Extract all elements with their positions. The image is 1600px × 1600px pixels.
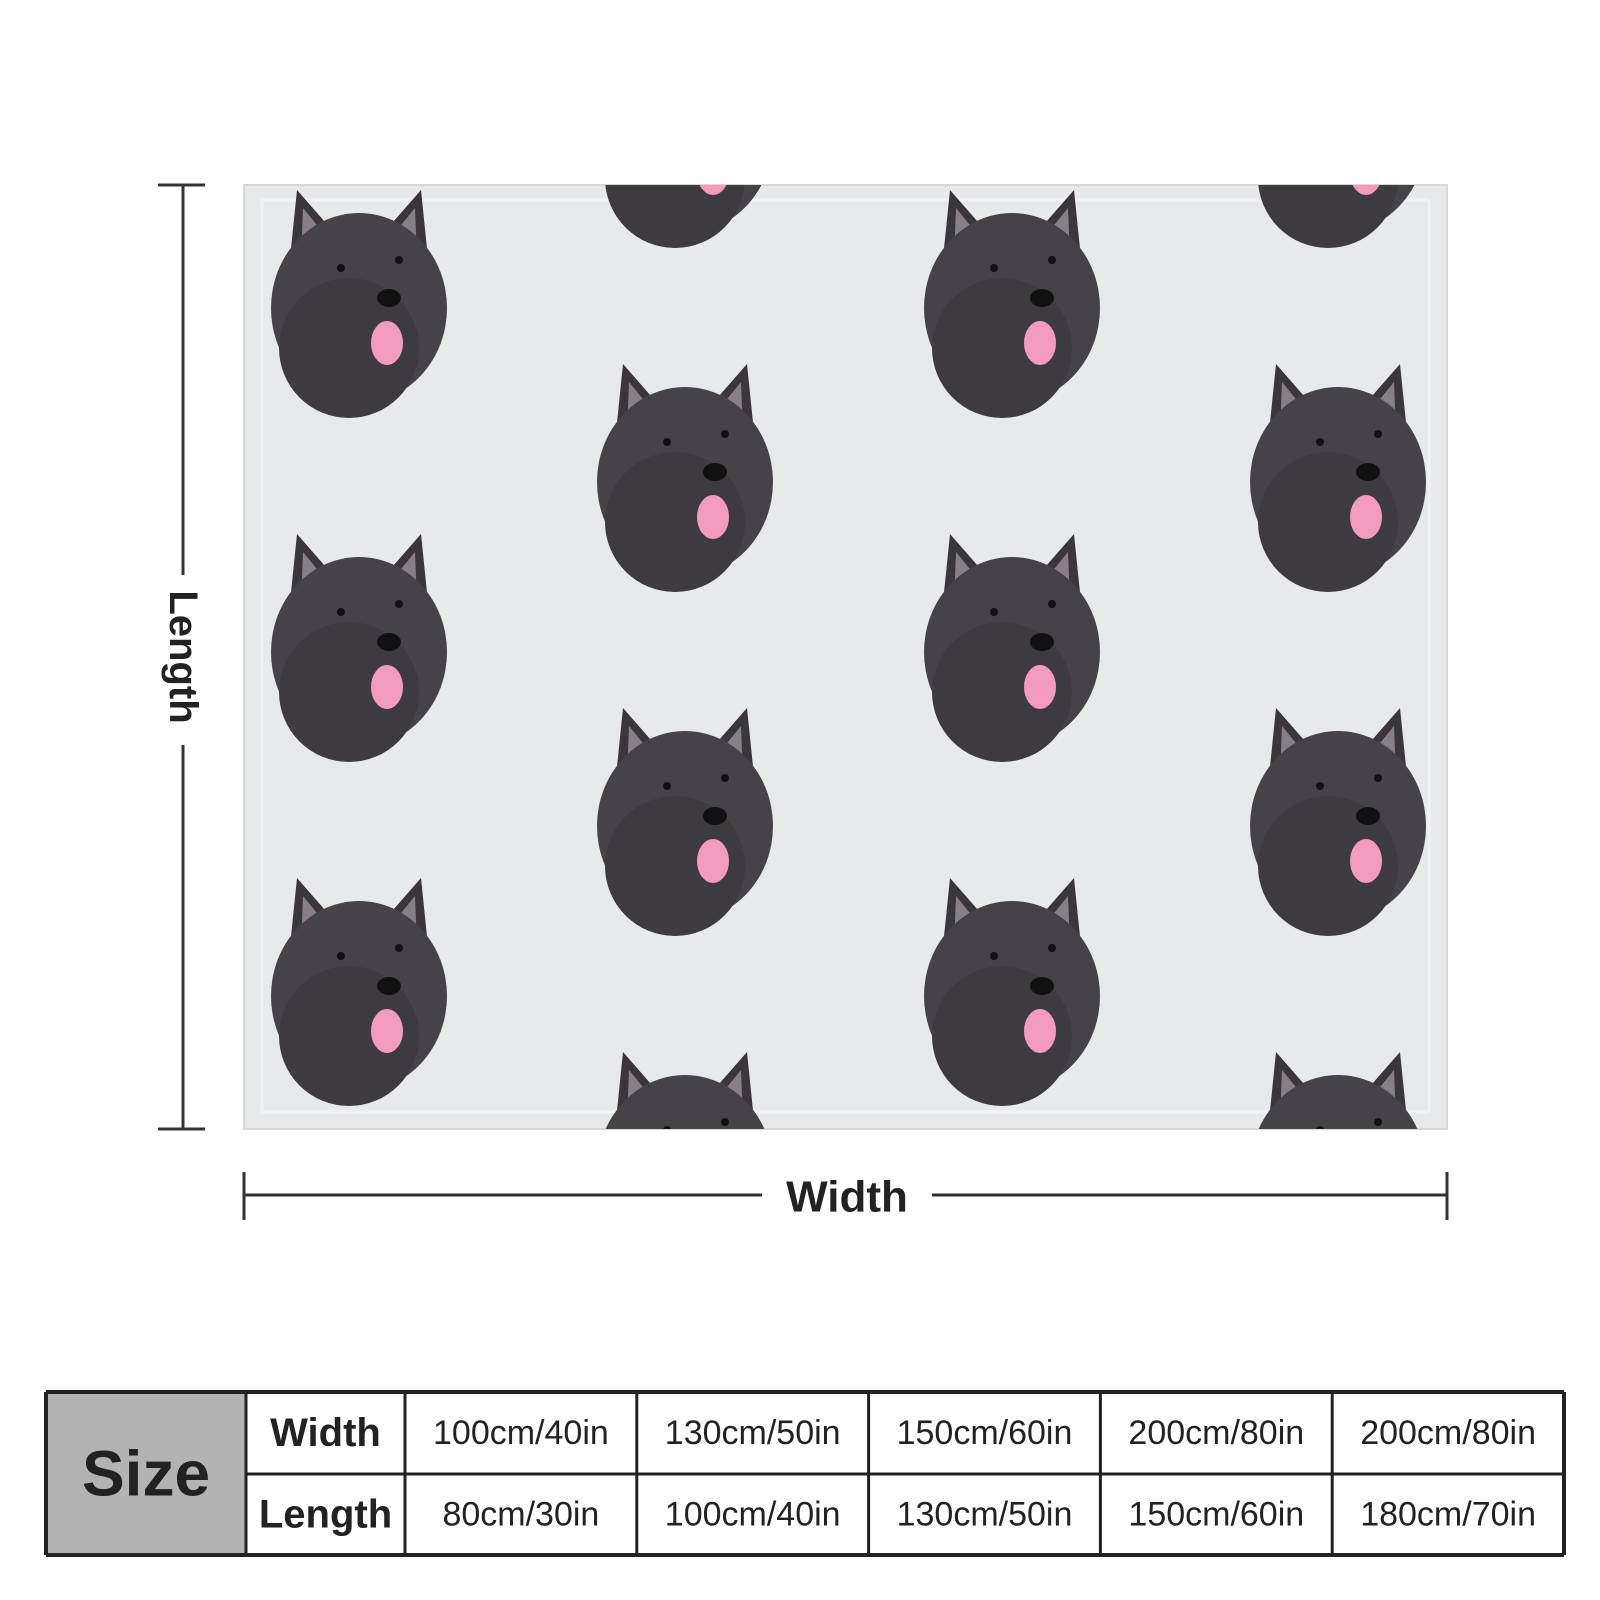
row-label: Length [259, 1493, 392, 1537]
width-label: Width [786, 1173, 908, 1222]
dog-pattern [244, 185, 1447, 1129]
size-value: 150cm/60in [897, 1414, 1073, 1452]
size-value: 100cm/40in [665, 1496, 841, 1534]
size-value: 130cm/50in [665, 1414, 841, 1452]
size-header: Size [82, 1438, 210, 1510]
size-value: 200cm/80in [1360, 1414, 1536, 1452]
length-label: Length [161, 590, 205, 723]
width-dimension [242, 1172, 1449, 1220]
size-value: 130cm/50in [897, 1496, 1073, 1534]
size-value: 100cm/40in [433, 1414, 609, 1452]
size-value: 200cm/80in [1128, 1414, 1304, 1452]
length-dimension [158, 183, 205, 1131]
size-value: 150cm/60in [1128, 1496, 1304, 1534]
size-value: 80cm/30in [442, 1496, 599, 1534]
row-label: Width [270, 1411, 381, 1455]
size-table: Size Width 100cm/40in 130cm/50in 150cm/60in 2… [44, 1390, 1566, 1557]
header-cell [46, 1392, 246, 1555]
size-value: 180cm/70in [1360, 1496, 1536, 1534]
